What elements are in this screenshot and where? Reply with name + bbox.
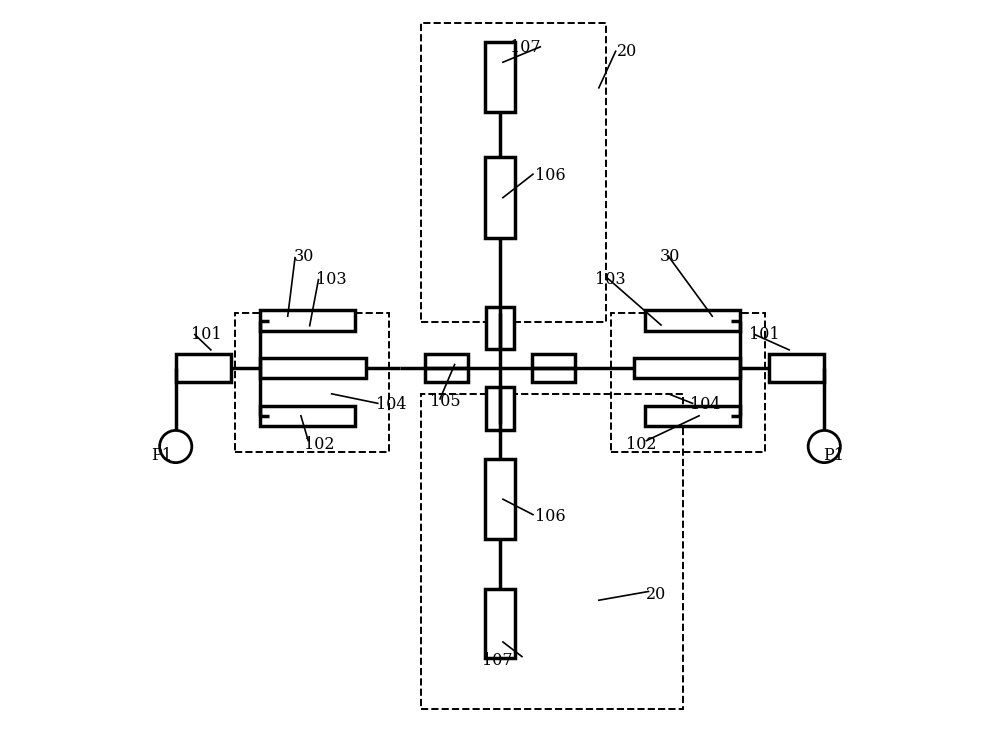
Bar: [260, 406, 355, 426]
Text: P1: P1: [824, 447, 845, 464]
Bar: [634, 358, 740, 378]
Text: 101: 101: [749, 326, 780, 343]
Bar: [645, 406, 740, 426]
Text: P1: P1: [151, 447, 172, 464]
Bar: [260, 358, 366, 378]
Text: 106: 106: [535, 507, 566, 525]
Text: 103: 103: [595, 271, 626, 288]
Text: 20: 20: [646, 586, 667, 603]
Text: 107: 107: [510, 39, 540, 56]
Bar: [485, 157, 515, 238]
Bar: [421, 394, 683, 709]
Text: 102: 102: [304, 436, 334, 453]
Bar: [645, 310, 740, 331]
Bar: [176, 354, 231, 382]
Bar: [486, 307, 514, 349]
Text: 104: 104: [690, 396, 721, 414]
Bar: [485, 42, 515, 111]
Bar: [486, 387, 514, 430]
Text: 103: 103: [316, 271, 346, 288]
Text: 102: 102: [626, 436, 656, 453]
Text: 30: 30: [660, 247, 680, 265]
Text: 101: 101: [191, 326, 222, 343]
Text: 30: 30: [294, 247, 314, 265]
Bar: [532, 354, 575, 382]
Bar: [260, 310, 355, 331]
Text: 107: 107: [482, 651, 512, 669]
Text: 106: 106: [535, 167, 566, 184]
Bar: [421, 23, 606, 322]
Bar: [425, 354, 468, 382]
Text: 20: 20: [617, 42, 637, 60]
Text: 104: 104: [376, 396, 406, 414]
Bar: [485, 589, 515, 659]
Bar: [235, 313, 389, 452]
Bar: [611, 313, 765, 452]
Bar: [485, 459, 515, 539]
Bar: [769, 354, 824, 382]
Text: 105: 105: [430, 392, 461, 410]
